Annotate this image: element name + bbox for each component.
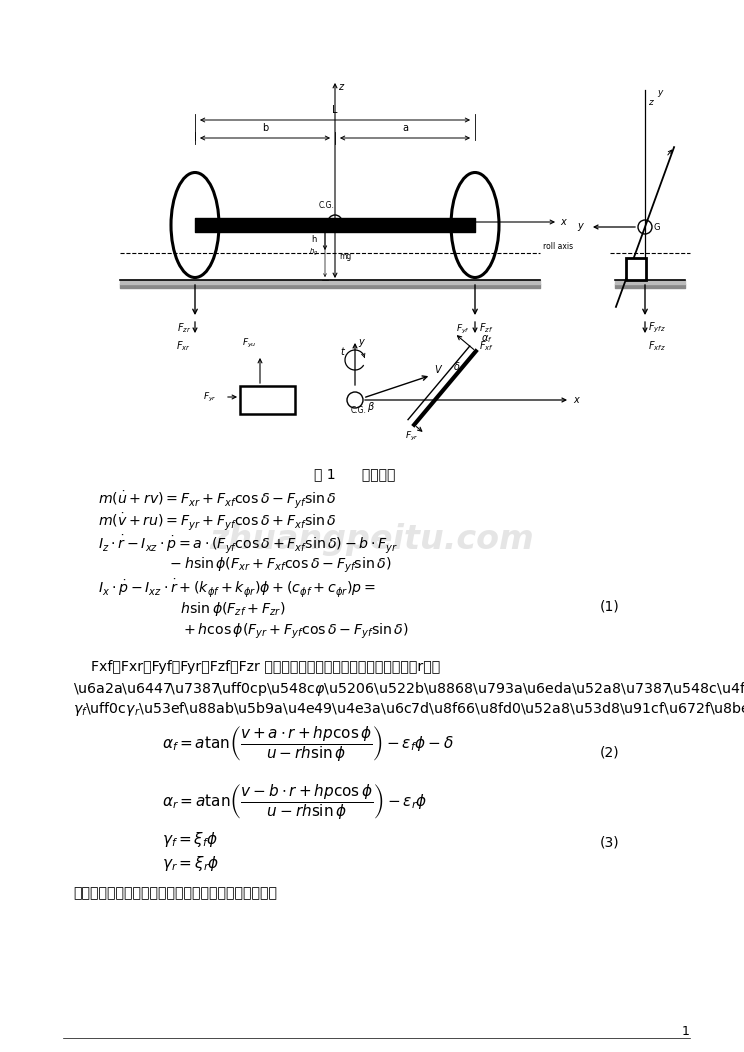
Text: $\quad\quad\quad\quad\quad - h\sin\phi(F_{xr}+F_{xf}\cos\delta - F_{yf}\sin\delt: $\quad\quad\quad\quad\quad - h\sin\phi(F… [98, 557, 391, 575]
Text: roll axis: roll axis [543, 242, 573, 251]
Text: $F_{zf}$: $F_{zf}$ [479, 321, 493, 335]
Text: C.G.: C.G. [319, 201, 335, 210]
Text: $x$: $x$ [560, 217, 568, 227]
Text: 1: 1 [682, 1025, 690, 1038]
Text: $y$: $y$ [657, 88, 664, 99]
Text: (3): (3) [600, 835, 620, 849]
Text: $F_{zr}$: $F_{zr}$ [176, 321, 191, 335]
Text: $m(\dot{u}+rv) = F_{xr}+F_{xf}\cos\delta - F_{yf}\sin\delta$: $m(\dot{u}+rv) = F_{xr}+F_{xf}\cos\delta… [98, 490, 336, 511]
Text: b: b [262, 123, 268, 133]
Text: G: G [653, 223, 659, 231]
Text: mg: mg [339, 252, 351, 261]
Text: $y$: $y$ [577, 221, 585, 232]
Text: $z$: $z$ [338, 82, 345, 92]
Text: $h_g$: $h_g$ [309, 247, 318, 258]
Text: $\quad\quad\quad\quad\quad\quad +h\cos\phi(F_{yr}+F_{yf}\cos\delta - F_{yf}\sin\: $\quad\quad\quad\quad\quad\quad +h\cos\p… [98, 622, 408, 642]
Text: (2): (2) [600, 746, 620, 760]
Text: \u6a2a\u6447\u7387\uff0cp\u548c$\varphi$\u5206\u522b\u8868\u793a\u6eda\u52a8\u73: \u6a2a\u6447\u7387\uff0cp\u548c$\varphi$… [73, 680, 744, 697]
Text: $F_{yu}$: $F_{yu}$ [243, 337, 257, 350]
Text: $z$: $z$ [648, 98, 655, 107]
Text: L: L [333, 105, 338, 115]
Text: $\alpha_f = a\tan\!\left(\dfrac{v+a\cdot r+hp\cos\phi}{u-rh\sin\phi}\right)-\var: $\alpha_f = a\tan\!\left(\dfrac{v+a\cdot… [162, 724, 454, 763]
Text: $\quad\quad\quad\quad\quad\quad h\sin\phi(F_{zf}+F_{zr})$: $\quad\quad\quad\quad\quad\quad h\sin\ph… [98, 600, 286, 618]
Text: $F_{xf}$: $F_{xf}$ [479, 339, 494, 352]
Text: $F_{yr}$: $F_{yr}$ [405, 430, 419, 443]
Text: $m(\dot{v}+ru) = F_{yr}+F_{yf}\cos\delta + F_{xf}\sin\delta$: $m(\dot{v}+ru) = F_{yr}+F_{yf}\cos\delta… [98, 512, 336, 533]
Text: zhuangpeitu.com: zhuangpeitu.com [210, 524, 534, 557]
Text: 当汽车匀速行驶时纵向运动可以从运动方程式中消去。: 当汽车匀速行驶时纵向运动可以从运动方程式中消去。 [73, 886, 277, 901]
Text: $F_{xfz}$: $F_{xfz}$ [648, 339, 666, 352]
Text: $F_{yfz}$: $F_{yfz}$ [648, 321, 666, 336]
Text: $x$: $x$ [573, 394, 581, 405]
Text: h: h [312, 235, 317, 243]
Text: $\gamma_r = \xi_r\phi$: $\gamma_r = \xi_r\phi$ [162, 854, 219, 873]
Text: $F_{xr}$: $F_{xr}$ [176, 339, 191, 352]
Text: $\delta$: $\delta$ [453, 360, 461, 372]
Text: $\gamma_f$\uff0c$\gamma_r$\u53ef\u88ab\u5b9a\u4e49\u4e3a\u6c7d\u8f66\u8fd0\u52a8: $\gamma_f$\uff0c$\gamma_r$\u53ef\u88ab\u… [73, 700, 744, 719]
Text: C.G.: C.G. [351, 406, 367, 414]
Bar [240, 386, 295, 414]
Text: 图 1      汽车模型: 图 1 汽车模型 [314, 467, 396, 481]
Text: $\alpha_f$: $\alpha_f$ [481, 333, 493, 345]
Text: Fxf，Fxr，Fyf，Fyr和Fzf，Fzr 是汽车车轴参数分别表示横向垂直受力，r表示: Fxf，Fxr，Fyf，Fyr和Fzf，Fzr 是汽车车轴参数分别表示横向垂直受… [73, 660, 440, 674]
Text: $I_x\cdot\dot{p}-I_{xz}\cdot\dot{r}+(k_{\phi f}+k_{\phi r})\phi+(c_{\phi f}+c_{\: $I_x\cdot\dot{p}-I_{xz}\cdot\dot{r}+(k_{… [98, 578, 376, 600]
Text: $I_z\cdot\dot{r} - I_{xz}\cdot\dot{p} = a\cdot(F_{yf}\cos\delta + F_{xf}\sin\del: $I_z\cdot\dot{r} - I_{xz}\cdot\dot{p} = … [98, 534, 398, 557]
Text: $F_{yf}$: $F_{yf}$ [456, 323, 470, 336]
Text: a: a [402, 123, 408, 133]
Text: $\gamma_f = \xi_f\phi$: $\gamma_f = \xi_f\phi$ [162, 830, 218, 849]
Text: $\beta$: $\beta$ [367, 400, 375, 414]
Text: $\alpha_r = a\tan\!\left(\dfrac{v-b\cdot r+hp\cos\phi}{u-rh\sin\phi}\right)-\var: $\alpha_r = a\tan\!\left(\dfrac{v-b\cdot… [162, 782, 428, 821]
Text: $V$: $V$ [434, 363, 443, 376]
Text: (1): (1) [600, 600, 620, 614]
Bar [626, 258, 646, 280]
Text: $y$: $y$ [358, 337, 366, 349]
Text: $t$: $t$ [340, 345, 346, 357]
Text: $F_{yr}$: $F_{yr}$ [203, 390, 217, 404]
